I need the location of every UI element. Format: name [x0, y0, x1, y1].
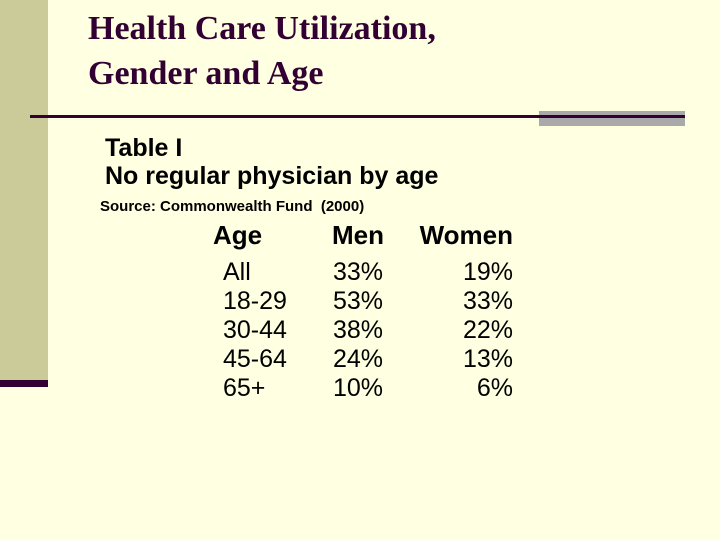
table-heading-line-1: Table I — [105, 134, 183, 162]
data-table: Age Men Women All 33% 19% 18-29 53% 33% … — [213, 220, 519, 403]
column-header-women: Women — [419, 220, 513, 250]
table-row: 18-29 53% 33% — [213, 287, 519, 316]
slide-title: Health Care Utilization, Gender and Age — [88, 6, 436, 96]
sidebar-accent-band — [0, 0, 48, 380]
table-row: 30-44 38% 22% — [213, 316, 519, 345]
cell-men: 53% — [332, 287, 384, 315]
table-heading: Table I No regular physician by age — [105, 134, 438, 190]
cell-age: 30-44 — [223, 316, 287, 344]
cell-age: 65+ — [223, 374, 266, 402]
cell-women: 13% — [462, 345, 513, 373]
source-note: Source: Commonwealth Fund (2000) — [100, 198, 365, 215]
table-header-row: Age Men Women — [213, 220, 519, 258]
cell-men: 10% — [332, 374, 384, 402]
table-heading-line-2: No regular physician by age — [105, 162, 439, 190]
cell-women: 33% — [462, 287, 513, 315]
column-header-men: Men — [332, 220, 384, 250]
table-row: 45-64 24% 13% — [213, 345, 519, 374]
cell-women: 22% — [462, 316, 513, 344]
title-rule-line — [30, 115, 685, 118]
cell-men: 38% — [332, 316, 384, 344]
cell-age: 18-29 — [223, 287, 287, 315]
cell-men: 24% — [332, 345, 384, 373]
slide-title-line-1: Health Care Utilization, — [88, 10, 436, 47]
column-header-age: Age — [213, 220, 263, 250]
cell-men: 33% — [332, 258, 384, 286]
slide-title-line-2: Gender and Age — [88, 55, 324, 92]
sidebar-bottom-accent-bar — [0, 380, 48, 387]
title-rule-gray-accent — [539, 111, 685, 126]
cell-age: All — [223, 258, 251, 286]
table-row: 65+ 10% 6% — [213, 374, 519, 403]
table-row: All 33% 19% — [213, 258, 519, 287]
cell-women: 6% — [476, 374, 513, 402]
cell-age: 45-64 — [223, 345, 287, 373]
cell-women: 19% — [462, 258, 513, 286]
